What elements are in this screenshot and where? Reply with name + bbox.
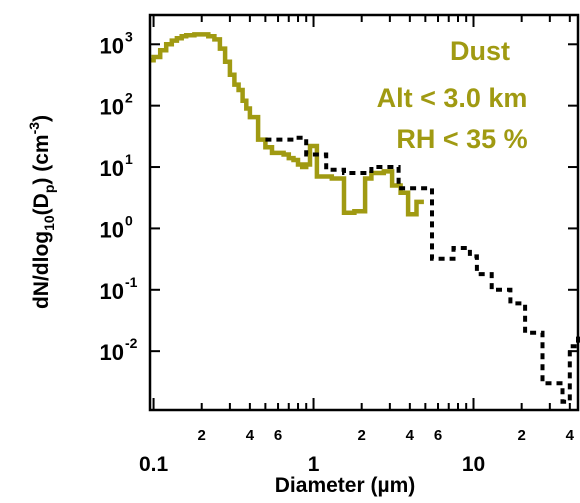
series-2-line: [265, 135, 580, 404]
x-minor-tick-label: 6: [434, 427, 442, 444]
y-tick-exponent: 1: [125, 151, 133, 167]
x-minor-tick-label: 2: [358, 427, 366, 444]
x-minor-tick-label: 4: [246, 427, 255, 444]
y-tick-label: 10: [100, 340, 124, 365]
y-axis-title-part: (D: [30, 193, 53, 215]
y-tick-exponent: 2: [125, 90, 133, 106]
x-tick-label: 10: [462, 453, 485, 476]
y-tick-exponent: 3: [125, 28, 133, 44]
x-axis-title: Diameter (µm): [275, 474, 415, 497]
y-tick-label: 10: [100, 156, 124, 181]
annotation-line-3: RH < 35 %: [396, 124, 527, 154]
y-tick-exponent: -2: [125, 335, 138, 351]
y-axis-title-part: 10: [41, 215, 57, 231]
x-minor-tick-label: 2: [198, 427, 206, 444]
x-tick-label: 0.1: [139, 453, 169, 476]
annotation-block: Dust Alt < 3.0 km RH < 35 %: [377, 36, 528, 154]
y-tick-exponent: 0: [125, 212, 133, 228]
y-axis-title-part: p: [41, 185, 57, 194]
x-minor-tick-label: 6: [274, 427, 282, 444]
y-tick-label: 10: [100, 33, 124, 58]
annotation-line-1: Dust: [450, 36, 510, 66]
y-tick-exponent: -1: [125, 274, 138, 290]
plot-frame: [148, 13, 580, 412]
y-axis-title-part: ) (cm: [30, 134, 53, 184]
y-tick-label: 10: [100, 279, 124, 304]
x-tick-label: 1: [308, 453, 320, 476]
y-tick-label: 10: [100, 95, 124, 120]
x-minor-tick-label: 4: [406, 427, 415, 444]
y-axis-title-part: -3: [26, 122, 42, 135]
x-minor-tick-label: 2: [517, 427, 525, 444]
series-layer: [150, 32, 580, 404]
x-tick-labels: 0.1 1 10 2 4 6 2 4 6 2 4: [139, 427, 575, 476]
x-minor-tick-label: 4: [566, 427, 575, 444]
y-tick-label: 10: [100, 217, 124, 242]
annotation-line-2: Alt < 3.0 km: [377, 83, 528, 113]
y-axis-title-part: ): [30, 115, 53, 122]
y-axis-title: dN/dlog10​(Dp​) (cm-3​): [26, 115, 57, 309]
y-axis-title-part: dN/dlog: [30, 231, 53, 309]
series-1-line: [150, 32, 424, 217]
